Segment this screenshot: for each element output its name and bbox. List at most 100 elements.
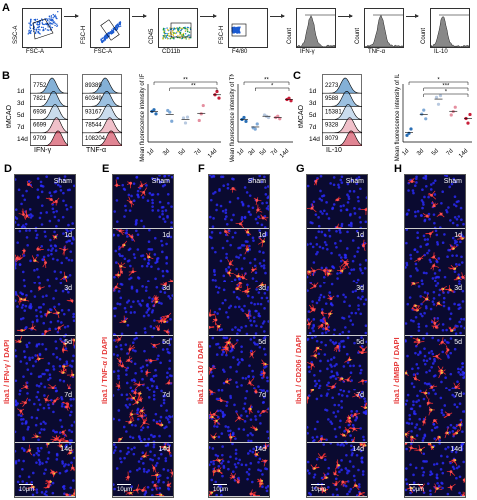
significance-label: ** (191, 84, 196, 90)
hist-value: 93167 (85, 109, 102, 115)
data-point (244, 119, 248, 123)
data-point (466, 121, 470, 125)
hist-value: 7752 (33, 83, 47, 89)
hist-curve (30, 77, 68, 94)
significance-bracket (423, 93, 469, 97)
flow-xlabel-4: F4/80 (232, 49, 248, 55)
scatter-tnf: 1d 3d 5d 7d 14d *** Mean fluorescence intensit… (230, 74, 293, 162)
hist-curve (322, 117, 362, 134)
flow-ylabel-6: Count (355, 27, 361, 44)
x-tick-label: 7d (270, 148, 279, 157)
flow-plot-6 (364, 8, 404, 48)
hist-c-row-label: 14d (309, 136, 320, 143)
if-time-label: 7d (258, 392, 266, 400)
scale-label: 10μm (117, 487, 133, 493)
if-tile: 14d 10μm (113, 443, 173, 497)
data-point (422, 108, 426, 112)
if-time-label: 3d (162, 285, 170, 293)
flow-ylabel-1: SSC-A (13, 25, 19, 44)
data-point (276, 114, 280, 118)
panel-label-h: H (394, 163, 402, 175)
flow-plot-3 (158, 8, 198, 48)
scale-label: 10μm (19, 487, 35, 493)
if-tile: 3d (15, 282, 75, 337)
gate-arrow-6 (406, 14, 419, 18)
if-tile: 14d 10μm (15, 443, 75, 497)
flow-plot-2 (90, 8, 130, 48)
x-tick-label: 1d (401, 148, 410, 157)
if-tile: 3d (113, 282, 173, 337)
data-point (278, 117, 282, 121)
scale-bar (409, 484, 423, 485)
scale-bar (19, 484, 33, 485)
hist-curve (30, 130, 68, 146)
hist-b-row-label: 1d (17, 88, 25, 95)
data-point (405, 133, 409, 137)
if-tile: 1d (113, 228, 173, 283)
if-tile: 1d (307, 228, 367, 283)
if-channel-label: Iba1 / IL-10 / DAPI (196, 341, 205, 404)
gate-arrow-4 (270, 14, 285, 18)
panel-label-g: G (296, 163, 305, 175)
hist-value: 6699 (33, 123, 47, 129)
data-point (181, 116, 186, 120)
hist-value: 9328 (325, 123, 339, 129)
flow-plot-7 (430, 8, 470, 48)
data-point (407, 131, 411, 135)
flow-xlabel-6: TNF-α (368, 49, 386, 55)
if-time-label: 7d (454, 392, 462, 400)
significance-label: * (445, 90, 448, 96)
panel-label-f: F (198, 163, 205, 175)
x-tick-label: 3d (248, 148, 257, 157)
if-time-label: 1d (258, 231, 266, 239)
x-tick-label: 5d (259, 148, 268, 157)
hist-curve (30, 117, 68, 134)
x-tick-label: 14d (207, 148, 218, 159)
hist-il10-xlabel: IL-10 (326, 147, 342, 154)
data-point (468, 112, 472, 117)
x-tick-label: 7d (446, 148, 455, 157)
gate-arrow-5 (338, 14, 353, 18)
flow-xlabel-2: FSC-A (94, 49, 112, 55)
if-time-label: 7d (356, 392, 364, 400)
hist-value: 108204 (85, 136, 106, 142)
if-time-label: Sham (247, 178, 266, 185)
data-point (289, 99, 293, 103)
if-column: Sham 1d 3d 5d 7d 14d 10μm (112, 174, 174, 498)
if-time-label: 5d (454, 338, 462, 346)
hist-ifn: 7752 7821 6936 6699 9709 (30, 74, 68, 146)
if-tile: 1d (209, 228, 269, 283)
if-tile: 3d (307, 282, 367, 337)
if-channel-label: Iba1 / dMBP / DAPI (392, 337, 401, 404)
if-time-label: 1d (356, 231, 364, 239)
hist-c-row-label: 1d (309, 88, 317, 95)
if-time-label: Sham (53, 178, 72, 185)
hist-b-ylabel: tMCAO (6, 105, 13, 128)
hist-tnf-xlabel: TNF-α (86, 147, 106, 154)
x-tick-label: 14d (279, 148, 290, 159)
flow-xlabel-1: FSC-A (26, 49, 44, 55)
if-channel-label: Iba1 / CD206 / DAPI (294, 335, 303, 404)
if-channel-label: Iba1 / TNF-α / DAPI (100, 336, 109, 404)
x-tick-label: 5d (431, 148, 440, 157)
data-point (201, 103, 205, 108)
if-tile: 3d (209, 282, 269, 337)
hist-curve (82, 77, 122, 94)
if-time-label: 5d (356, 338, 364, 346)
significance-bracket (423, 87, 469, 91)
data-point (449, 113, 453, 117)
if-tile: Sham (307, 175, 367, 229)
hist-curve (30, 91, 68, 107)
if-time-label: Sham (151, 178, 170, 185)
if-channel-label: Iba1 / IFN-γ / DAPI (2, 339, 11, 404)
significance-label: * (437, 78, 440, 84)
if-time-label: 3d (356, 285, 364, 293)
if-time-label: 3d (64, 285, 72, 293)
if-tile: 5d (307, 335, 367, 390)
if-time-label: 5d (64, 338, 72, 346)
hist-ifn-xlabel: IFN-γ (34, 147, 52, 154)
scale-bar (213, 484, 227, 485)
x-tick-label: 3d (416, 148, 425, 157)
if-tile: Sham (405, 175, 465, 229)
data-point (242, 115, 246, 120)
